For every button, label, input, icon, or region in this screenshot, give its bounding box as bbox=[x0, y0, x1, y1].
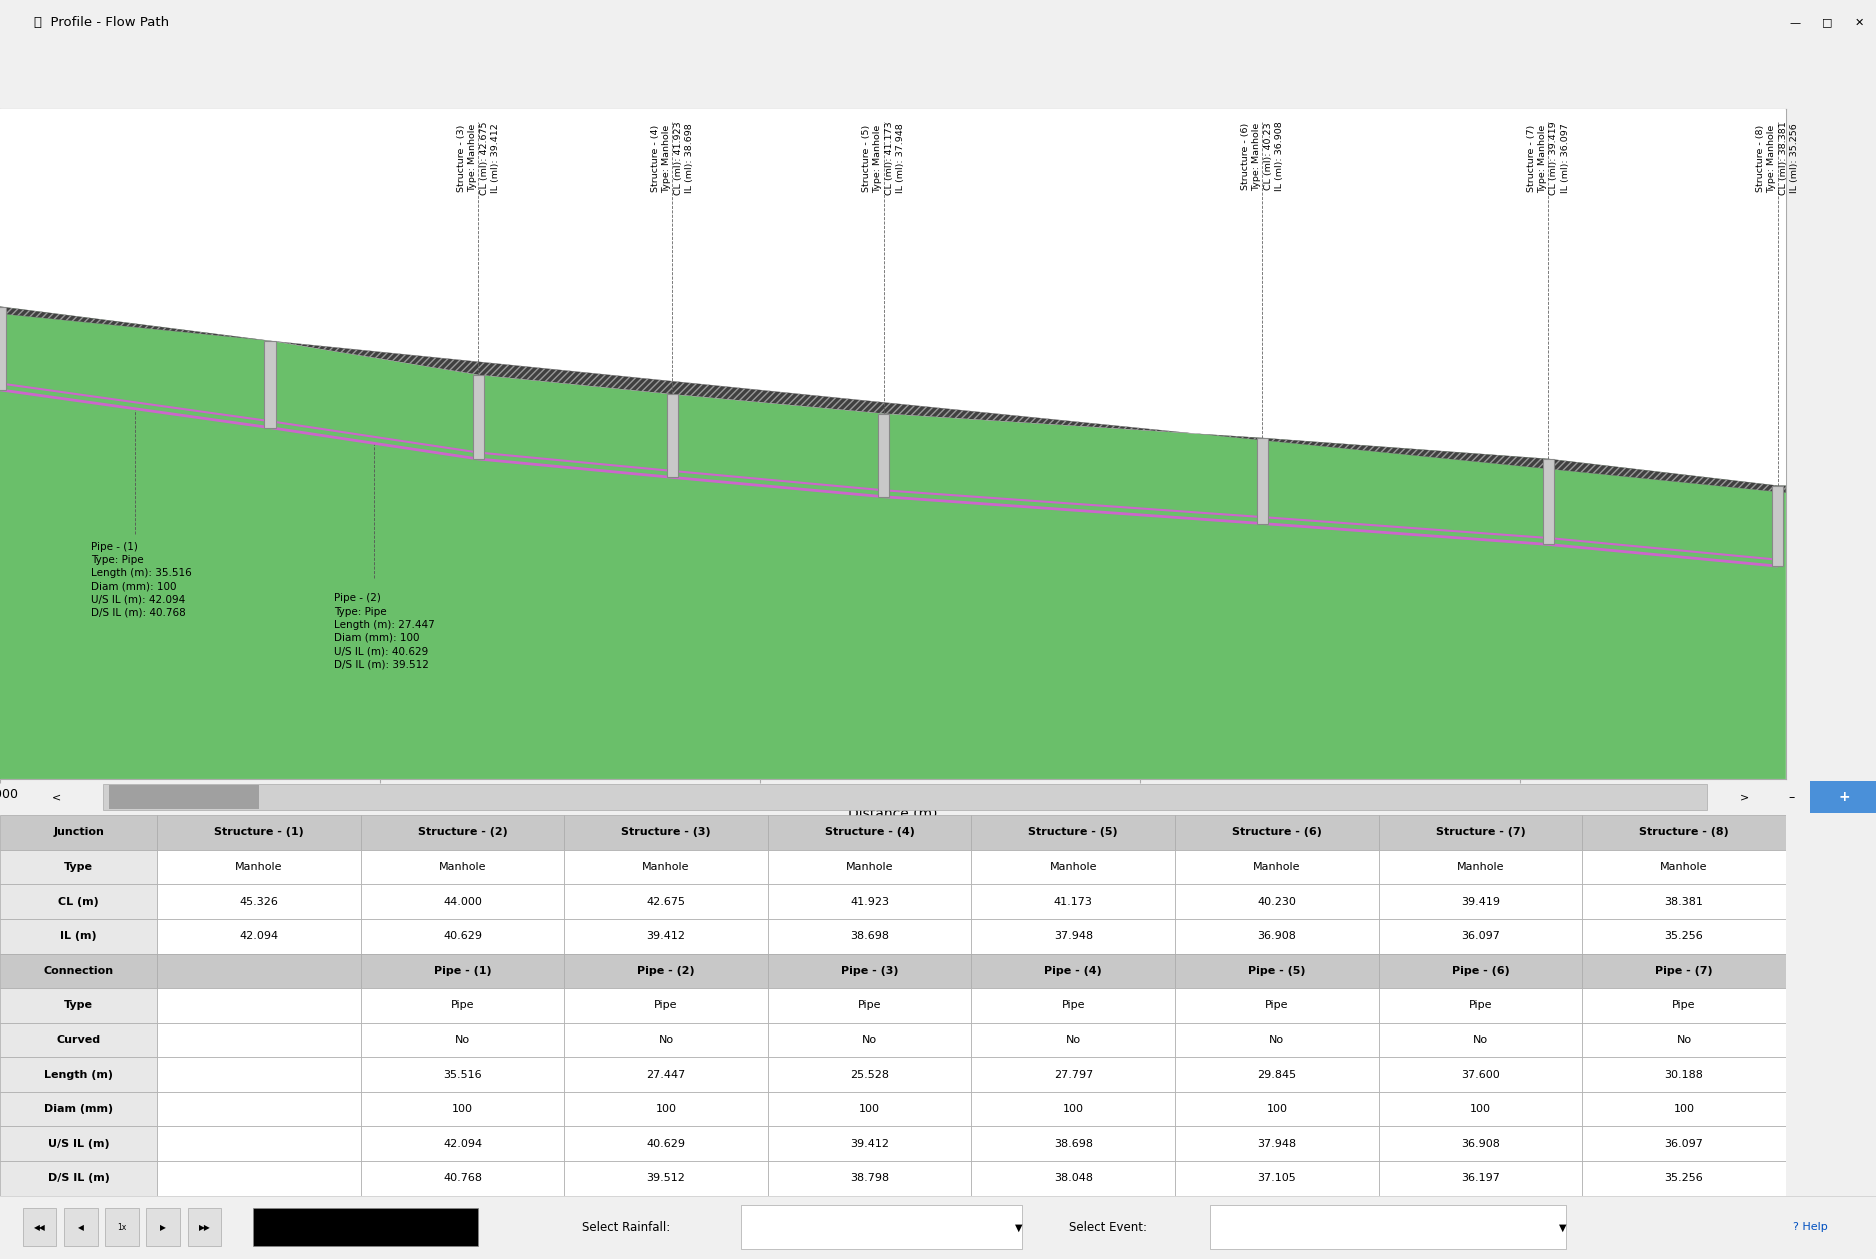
Bar bbox=[1174, 988, 1379, 1022]
Bar bbox=[103, 784, 1707, 810]
Text: Pipe - (2): Pipe - (2) bbox=[638, 966, 694, 976]
Bar bbox=[1773, 486, 1784, 567]
Text: 37.948: 37.948 bbox=[1257, 1138, 1296, 1148]
Bar bbox=[360, 884, 565, 919]
Text: Type: Type bbox=[64, 1001, 94, 1011]
Text: □: □ bbox=[1822, 18, 1833, 28]
Text: 27.447: 27.447 bbox=[647, 1070, 687, 1079]
Bar bbox=[972, 1058, 1174, 1092]
Text: CL (m): CL (m) bbox=[58, 896, 99, 906]
Text: IL (m): IL (m) bbox=[60, 932, 98, 942]
Bar bbox=[767, 815, 972, 850]
Bar bbox=[767, 884, 972, 919]
Bar bbox=[360, 988, 565, 1022]
Text: Manhole: Manhole bbox=[642, 862, 690, 872]
Text: Structure - (7): Structure - (7) bbox=[1435, 827, 1525, 837]
Bar bbox=[565, 953, 767, 988]
Bar bbox=[360, 1161, 565, 1196]
Bar bbox=[473, 375, 484, 460]
Bar bbox=[565, 884, 767, 919]
Text: ▶▶: ▶▶ bbox=[199, 1222, 210, 1231]
Text: Pipe - (4): Pipe - (4) bbox=[1045, 966, 1103, 976]
Text: 100: 100 bbox=[1673, 1104, 1694, 1114]
Bar bbox=[0, 1127, 158, 1161]
Bar bbox=[1581, 1161, 1786, 1196]
Bar bbox=[1174, 919, 1379, 953]
Text: 27.797: 27.797 bbox=[1054, 1070, 1094, 1079]
Text: Pipe - (3): Pipe - (3) bbox=[840, 966, 899, 976]
Text: 35.256: 35.256 bbox=[1664, 1173, 1703, 1183]
Bar bbox=[253, 1209, 478, 1246]
Bar bbox=[972, 988, 1174, 1022]
Bar bbox=[767, 1161, 972, 1196]
Bar bbox=[0, 1058, 158, 1092]
Text: 39.419: 39.419 bbox=[1461, 896, 1501, 906]
Text: Type: Type bbox=[64, 862, 94, 872]
Text: Structure - (8)
Type: Manhole
CL (ml): 38.381
IL (ml): 35.256: Structure - (8) Type: Manhole CL (ml): 3… bbox=[1756, 122, 1799, 195]
Text: Pipe - (6): Pipe - (6) bbox=[1452, 966, 1510, 976]
Text: 38.798: 38.798 bbox=[850, 1173, 889, 1183]
Bar bbox=[0, 884, 158, 919]
Text: 40.629: 40.629 bbox=[647, 1138, 685, 1148]
Bar bbox=[1581, 1022, 1786, 1058]
Bar bbox=[0, 953, 158, 988]
Text: Junction: Junction bbox=[53, 827, 103, 837]
Bar bbox=[767, 988, 972, 1022]
Bar bbox=[265, 341, 276, 428]
Bar bbox=[0, 850, 158, 884]
Bar bbox=[972, 919, 1174, 953]
Text: 36.097: 36.097 bbox=[1461, 932, 1501, 942]
Text: 42.094: 42.094 bbox=[443, 1138, 482, 1148]
Bar bbox=[1581, 1127, 1786, 1161]
Text: Structure - (4)
Type: Manhole
CL (ml): 41.923
IL (ml): 38.698: Structure - (4) Type: Manhole CL (ml): 4… bbox=[651, 122, 694, 195]
Bar bbox=[1174, 1022, 1379, 1058]
Text: 40.768: 40.768 bbox=[443, 1173, 482, 1183]
Bar bbox=[23, 1209, 56, 1246]
Bar bbox=[360, 1058, 565, 1092]
Text: 🗺  Profile - Flow Path: 🗺 Profile - Flow Path bbox=[34, 16, 169, 29]
Text: >: > bbox=[1741, 792, 1748, 802]
Bar bbox=[565, 1127, 767, 1161]
Bar bbox=[972, 850, 1174, 884]
Text: Pipe - (5): Pipe - (5) bbox=[1248, 966, 1306, 976]
Bar bbox=[360, 815, 565, 850]
Text: Structure - (7)
Type: Manhole
CL (ml): 39.419
IL (ml): 36.097: Structure - (7) Type: Manhole CL (ml): 3… bbox=[1527, 122, 1570, 195]
Bar bbox=[158, 953, 360, 988]
Bar bbox=[878, 413, 889, 497]
Text: Pipe - (2)
Type: Pipe
Length (m): 27.447
Diam (mm): 100
U/S IL (m): 40.629
D/S I: Pipe - (2) Type: Pipe Length (m): 27.447… bbox=[334, 593, 435, 670]
Text: 40.629: 40.629 bbox=[443, 932, 482, 942]
Text: Pipe: Pipe bbox=[1672, 1001, 1696, 1011]
Text: Structure - (5)
Type: Manhole
CL (ml): 41.173
IL (ml): 37.948: Structure - (5) Type: Manhole CL (ml): 4… bbox=[863, 122, 906, 195]
Bar bbox=[565, 815, 767, 850]
Bar bbox=[565, 988, 767, 1022]
Text: Structure - (8): Structure - (8) bbox=[1640, 827, 1730, 837]
Bar bbox=[360, 919, 565, 953]
Bar bbox=[360, 850, 565, 884]
Bar bbox=[0, 815, 158, 850]
Text: 35.516: 35.516 bbox=[443, 1070, 482, 1079]
Bar bbox=[0, 1022, 158, 1058]
Bar bbox=[1581, 919, 1786, 953]
Text: Manhole: Manhole bbox=[846, 862, 893, 872]
Bar bbox=[158, 988, 360, 1022]
Bar bbox=[767, 1127, 972, 1161]
Text: 41.173: 41.173 bbox=[1054, 896, 1092, 906]
Bar bbox=[972, 1161, 1174, 1196]
Bar bbox=[565, 1058, 767, 1092]
Bar bbox=[146, 1209, 180, 1246]
Text: ✕: ✕ bbox=[1855, 18, 1863, 28]
Text: No: No bbox=[1473, 1035, 1488, 1045]
Text: Pipe - (1): Pipe - (1) bbox=[433, 966, 492, 976]
Text: Manhole: Manhole bbox=[1456, 862, 1505, 872]
Bar bbox=[1379, 988, 1581, 1022]
Text: 42.675: 42.675 bbox=[647, 896, 685, 906]
Bar bbox=[1174, 884, 1379, 919]
X-axis label: Distance (m): Distance (m) bbox=[848, 807, 938, 821]
Text: Diam (mm): Diam (mm) bbox=[43, 1104, 113, 1114]
Text: No: No bbox=[456, 1035, 471, 1045]
Bar bbox=[158, 1058, 360, 1092]
Bar bbox=[767, 1022, 972, 1058]
Bar bbox=[1542, 458, 1553, 544]
Text: No: No bbox=[658, 1035, 673, 1045]
Text: No: No bbox=[1677, 1035, 1692, 1045]
